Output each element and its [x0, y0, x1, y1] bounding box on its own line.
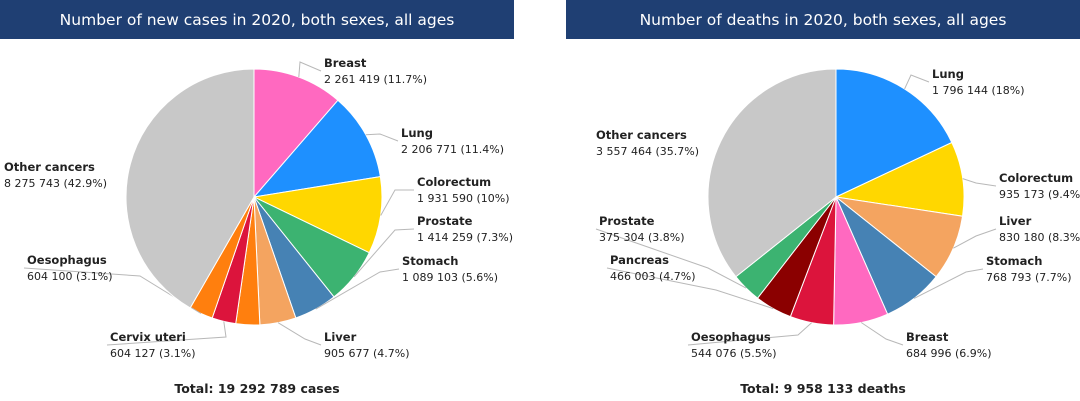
new-cases-label-value-colorectum: 1 931 590 (10%) [417, 192, 510, 205]
deaths-connector-stomach [913, 268, 984, 299]
new-cases-slice-colorectum [252, 175, 383, 254]
new-cases-label-value-oesophagus: 604 100 (3.1%) [27, 270, 113, 283]
new-cases-connector-cervix-uteri [106, 321, 227, 346]
new-cases-label-name-lung: Lung [401, 126, 433, 140]
deaths-label-name-breast: Breast [906, 330, 949, 344]
new-cases-chart-title: Number of new cases in 2020, both sexes,… [0, 0, 514, 39]
deaths-total: Total: 9 958 133 deaths [740, 381, 906, 396]
new-cases-label-name-oesophagus: Oesophagus [27, 253, 107, 267]
deaths-connector-breast [860, 322, 904, 346]
deaths-connector-liver [953, 228, 997, 249]
deaths-label-name-pancreas: Pancreas [610, 253, 669, 267]
new-cases-label-name-stomach: Stomach [402, 254, 458, 268]
deaths-slice-colorectum [834, 141, 965, 217]
new-cases-label-value-lung: 2 206 771 (11.4%) [401, 143, 504, 156]
deaths-label-name-lung: Lung [932, 67, 964, 81]
new-cases-label-value-breast: 2 261 419 (11.7%) [324, 73, 427, 86]
deaths-label-name-liver: Liver [999, 214, 1032, 228]
deaths-label-value-other-cancers: 3 557 464 (35.7%) [596, 145, 699, 158]
deaths-label-value-breast: 684 996 (6.9%) [906, 347, 992, 360]
new-cases-slice-other-cancers [125, 68, 255, 309]
deaths-label-value-liver: 830 180 (8.3%) [999, 231, 1080, 244]
new-cases-label-value-stomach: 1 089 103 (5.6%) [402, 271, 498, 284]
deaths-label-name-colorectum: Colorectum [999, 171, 1073, 185]
new-cases-total: Total: 19 292 789 cases [174, 381, 340, 396]
deaths-label-value-colorectum: 935 173 (9.4%) [999, 188, 1080, 201]
new-cases-connector-breast [298, 61, 322, 78]
new-cases-label-name-breast: Breast [324, 56, 367, 70]
new-cases-connector-stomach [315, 268, 400, 310]
new-cases-label-name-cervix-uteri: Cervix uteri [110, 330, 186, 344]
deaths-label-name-other-cancers: Other cancers [596, 128, 687, 142]
deaths-slice-other-cancers [707, 68, 837, 278]
new-cases-label-value-other-cancers: 8 275 743 (42.9%) [4, 177, 107, 190]
deaths-label-name-stomach: Stomach [986, 254, 1042, 268]
deaths-connector-oesophagus [687, 322, 812, 346]
deaths-connector-prostate [595, 228, 747, 289]
deaths-pie-chart: Lung 1 796 144 (18%) Colorectum 935 173 (9.… [595, 67, 1080, 360]
new-cases-connector-liver [277, 322, 322, 346]
deaths-label-value-lung: 1 796 144 (18%) [932, 84, 1025, 97]
deaths-connector-pancreas [606, 267, 774, 310]
new-cases-label-name-colorectum: Colorectum [417, 175, 491, 189]
new-cases-label-value-prostate: 1 414 259 (7.3%) [417, 231, 513, 244]
new-cases-pie-chart: Breast 2 261 419 (11.7%) Lung 2 206 771 (11… [4, 56, 513, 360]
new-cases-connector-lung [365, 133, 399, 142]
deaths-label-value-pancreas: 466 003 (4.7%) [610, 270, 696, 283]
deaths-label-value-stomach: 768 793 (7.7%) [986, 271, 1072, 284]
new-cases-connector-colorectum [380, 189, 414, 216]
deaths-label-name-prostate: Prostate [599, 214, 655, 228]
new-cases-label-name-other-cancers: Other cancers [4, 160, 95, 174]
deaths-label-value-oesophagus: 544 076 (5.5%) [691, 347, 777, 360]
new-cases-label-name-liver: Liver [324, 330, 357, 344]
new-cases-label-name-prostate: Prostate [417, 214, 473, 228]
deaths-label-value-prostate: 375 304 (3.8%) [599, 231, 685, 244]
new-cases-label-value-cervix-uteri: 604 127 (3.1%) [110, 347, 196, 360]
deaths-connector-colorectum [962, 178, 997, 187]
new-cases-label-value-liver: 905 677 (4.7%) [324, 347, 410, 360]
deaths-slice-lung [835, 68, 953, 198]
deaths-connector-lung [904, 74, 930, 90]
deaths-chart-title: Number of deaths in 2020, both sexes, al… [566, 0, 1080, 39]
deaths-label-name-oesophagus: Oesophagus [691, 330, 771, 344]
new-cases-connector-prostate [353, 228, 415, 278]
deaths-chart-panel: Number of deaths in 2020, both sexes, al… [566, 0, 1080, 401]
new-cases-chart-panel: Number of new cases in 2020, both sexes,… [0, 0, 514, 401]
